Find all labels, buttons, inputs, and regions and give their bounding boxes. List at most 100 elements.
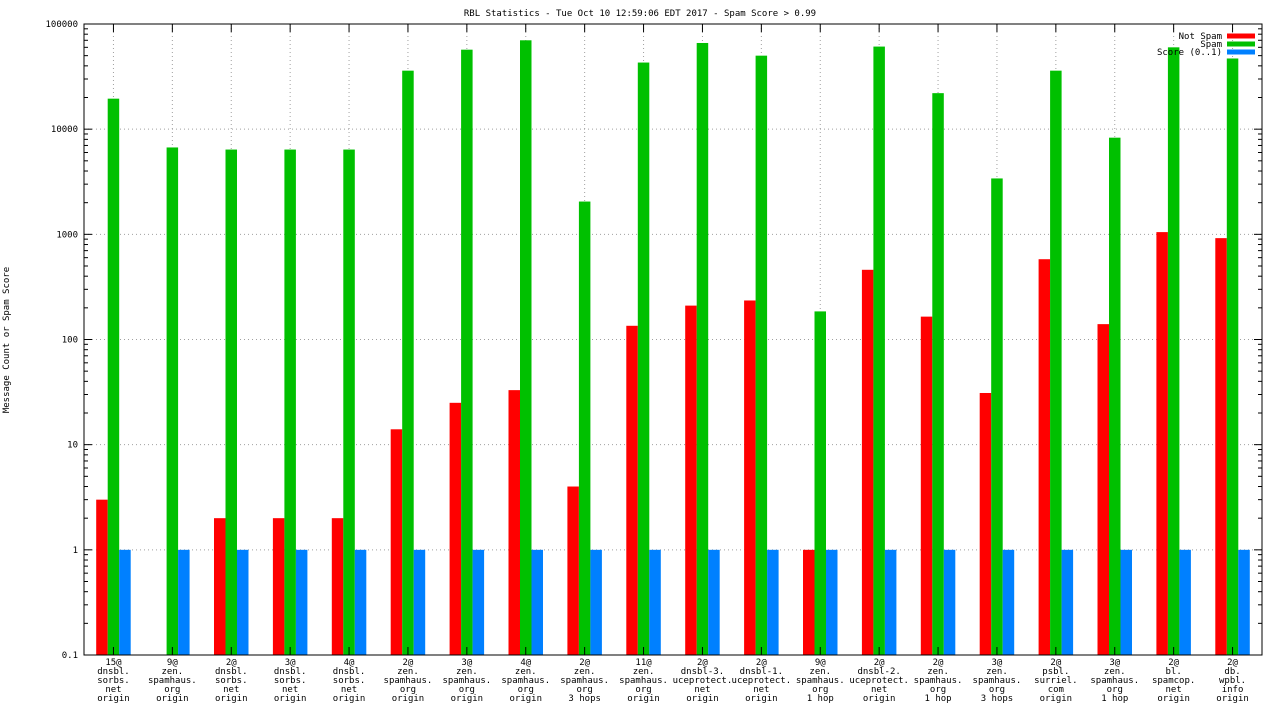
x-tick-label-line: spamhaus. — [560, 676, 609, 686]
x-tick-label: 2@ zen. spamhaus. org origin — [384, 658, 433, 704]
bar-score-0-1 — [826, 549, 838, 655]
x-tick-label-line: 2@ — [1168, 658, 1179, 668]
x-tick-label: 2@ zen. spamhaus. org 3 hops — [560, 658, 609, 704]
x-tick-label-line: org — [635, 685, 651, 695]
bar-not-spam — [861, 269, 874, 655]
bar-not-spam — [567, 486, 579, 655]
y-tick-label: 10 — [67, 441, 78, 451]
bar-spam — [814, 311, 826, 655]
x-tick-label-line: net — [694, 685, 710, 695]
bar-score-0-1 — [178, 549, 190, 655]
bar-not-spam — [331, 518, 344, 655]
x-tick-label: 3@ zen. spamhaus. org origin — [442, 658, 491, 704]
bar-not-spam — [1215, 238, 1227, 655]
x-tick-label-line: 3 hops — [568, 694, 601, 704]
bar-score-0-1 — [119, 549, 131, 655]
bar-not-spam — [803, 549, 815, 655]
x-tick-label-line: 2@ — [1050, 658, 1061, 668]
bar-not-spam — [449, 402, 462, 655]
x-tick-label-line: zen. — [574, 667, 596, 677]
y-tick-label: 0.1 — [62, 651, 78, 661]
legend-label: Score (0..1) — [1157, 48, 1222, 58]
x-tick-label-line: spamhaus. — [501, 676, 550, 686]
x-tick-label: 2@ dnsbl-3. uceprotect. net origin — [673, 658, 733, 704]
x-tick-label-line: org — [812, 685, 828, 695]
bars-layer — [96, 40, 1250, 656]
x-tick-label-line: spamcop. — [1152, 676, 1195, 686]
x-tick-label-line: 2@ — [579, 658, 590, 668]
bar-not-spam — [626, 325, 638, 655]
bar-not-spam — [744, 300, 756, 655]
bar-spam — [637, 62, 650, 656]
x-tick-label: 9@ zen. spamhaus. org origin — [148, 658, 197, 704]
y-tick-label: 100000 — [45, 20, 78, 30]
x-tick-label-line: org — [164, 685, 180, 695]
bar-spam — [284, 149, 296, 655]
bar-not-spam — [979, 392, 992, 655]
x-tick-label-line: origin — [1157, 694, 1190, 704]
x-tick-label: 2@ psbl. surriel. com origin — [1034, 658, 1077, 704]
x-tick-label-line: sorbs. — [215, 676, 248, 686]
bar-score-0-1 — [1120, 549, 1132, 655]
x-tick-label-line: db. — [1224, 667, 1240, 677]
x-tick-label-line: 9@ — [815, 658, 826, 668]
x-tick-label: 3@ zen. spamhaus. org 1 hop — [1090, 658, 1139, 704]
bar-score-0-1 — [708, 549, 720, 655]
x-tick-label: 2@ zen. spamhaus. org 1 hop — [914, 658, 963, 704]
bar-spam — [166, 147, 179, 655]
x-tick-label-line: zen. — [633, 667, 655, 677]
x-tick-label-line: net — [1166, 685, 1182, 695]
x-tick-label-line: org — [577, 685, 593, 695]
x-tick-label-line: sorbs. — [97, 676, 130, 686]
x-tick-label-line: 2@ — [1227, 658, 1238, 668]
bar-spam — [578, 201, 591, 655]
x-tick-label: 15@ dnsbl. sorbs. net origin — [97, 658, 130, 704]
x-tick-label-line: spamhaus. — [442, 676, 491, 686]
x-tick-label-line: spamhaus. — [1090, 676, 1139, 686]
y-tick-label: 1 — [73, 546, 78, 556]
bar-not-spam — [390, 429, 403, 655]
bar-score-0-1 — [1238, 549, 1250, 655]
x-tick-label-line: 3@ — [1109, 658, 1120, 668]
x-tick-label-line: org — [1107, 685, 1123, 695]
bar-score-0-1 — [590, 549, 602, 655]
x-tick-label-line: uceprotect. — [732, 676, 792, 686]
bar-score-0-1 — [354, 549, 367, 655]
y-axis-label: Message Count or Spam Score — [2, 267, 12, 413]
legend-label: Not Spam — [1179, 32, 1222, 42]
x-tick-label-line: origin — [509, 694, 542, 704]
bar-score-0-1 — [472, 549, 485, 655]
x-tick-label-line: 3 hops — [981, 694, 1014, 704]
bar-score-0-1 — [1179, 549, 1191, 655]
x-tick-label-line: spamhaus. — [973, 676, 1022, 686]
x-tick-label-line: dnsbl-1. — [740, 667, 783, 677]
x-tick-label-line: net — [341, 685, 357, 695]
x-tick-label-line: sorbs. — [274, 676, 307, 686]
bar-not-spam — [920, 316, 933, 655]
x-tick-label-line: dnsbl-3. — [681, 667, 724, 677]
bar-spam — [873, 46, 885, 655]
x-tick-label-line: origin — [863, 694, 896, 704]
chart-title: RBL Statistics - Tue Oct 10 12:59:06 EDT… — [464, 9, 816, 19]
x-tick-label-line: origin — [1040, 694, 1073, 704]
bar-spam — [991, 178, 1003, 656]
bar-score-0-1 — [531, 549, 543, 655]
x-tick-label-line: org — [459, 685, 475, 695]
x-tick-label-line: 3@ — [285, 658, 296, 668]
x-tick-label-line: spamhaus. — [914, 676, 963, 686]
x-tick-label-line: 2@ — [403, 658, 414, 668]
bar-not-spam — [1038, 259, 1051, 655]
x-tick-label-line: origin — [333, 694, 366, 704]
legend-swatch — [1227, 33, 1255, 39]
x-tick-label-line: org — [930, 685, 946, 695]
x-tick-label-line: 2@ — [697, 658, 708, 668]
x-tick-label-line: spamhaus. — [384, 676, 433, 686]
x-tick-label: 2@ dnsbl-1. uceprotect. net origin — [732, 658, 792, 704]
bar-not-spam — [214, 518, 226, 655]
bar-spam — [461, 49, 473, 655]
bar-not-spam — [1097, 324, 1109, 655]
x-tick-label: 9@ zen. spamhaus. org 1 hop — [796, 658, 845, 704]
x-tick-label-line: net — [105, 685, 121, 695]
bar-score-0-1 — [237, 549, 249, 655]
